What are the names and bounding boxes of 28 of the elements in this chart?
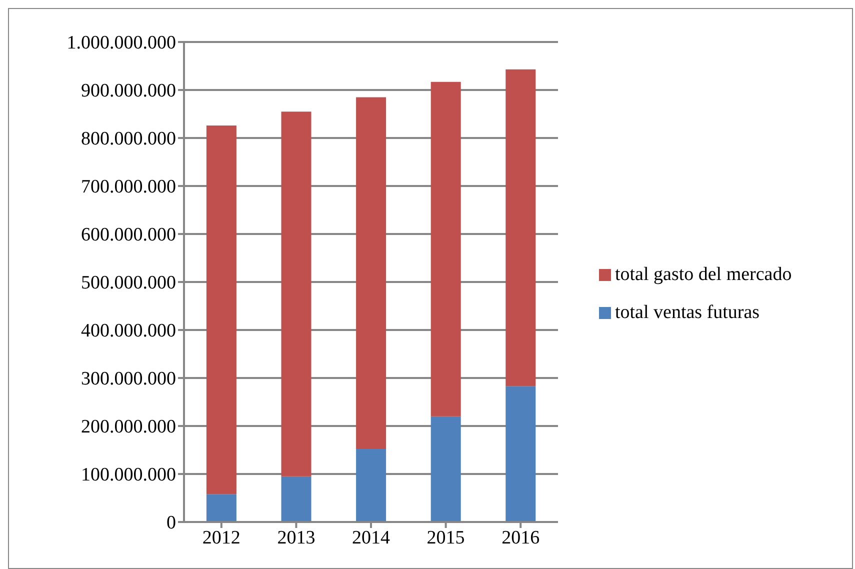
legend-label: total gasto del mercado <box>615 264 792 286</box>
x-tick-label: 2015 <box>426 527 465 548</box>
bar <box>356 97 386 450</box>
bar <box>506 69 536 386</box>
y-tick-label: 1.000.000.000 <box>66 32 176 54</box>
bar <box>206 126 236 494</box>
y-tick-label: 900.000.000 <box>81 80 176 102</box>
y-tick-label: 800.000.000 <box>81 128 176 150</box>
x-tick-label: 2016 <box>502 527 540 548</box>
y-tick-label: 300.000.000 <box>81 368 176 390</box>
y-tick-label: 600.000.000 <box>81 224 176 246</box>
bar <box>430 416 461 522</box>
bar <box>356 449 386 522</box>
y-tick-label: 0 <box>166 512 176 534</box>
x-tick-label: 2013 <box>277 527 316 548</box>
x-tick-label: 2014 <box>352 527 390 548</box>
y-tick-label: 700.000.000 <box>81 176 176 198</box>
x-tick-label: 2012 <box>202 527 240 548</box>
legend-label: total ventas futuras <box>615 302 760 324</box>
bar <box>281 112 312 476</box>
bar <box>281 476 312 522</box>
bar <box>430 82 461 416</box>
y-tick-label: 500.000.000 <box>81 272 176 294</box>
y-tick-label: 400.000.000 <box>81 320 176 342</box>
bar <box>206 494 236 522</box>
y-tick-label: 100.000.000 <box>81 464 176 486</box>
bar <box>506 386 536 522</box>
y-tick-label: 200.000.000 <box>81 416 176 438</box>
